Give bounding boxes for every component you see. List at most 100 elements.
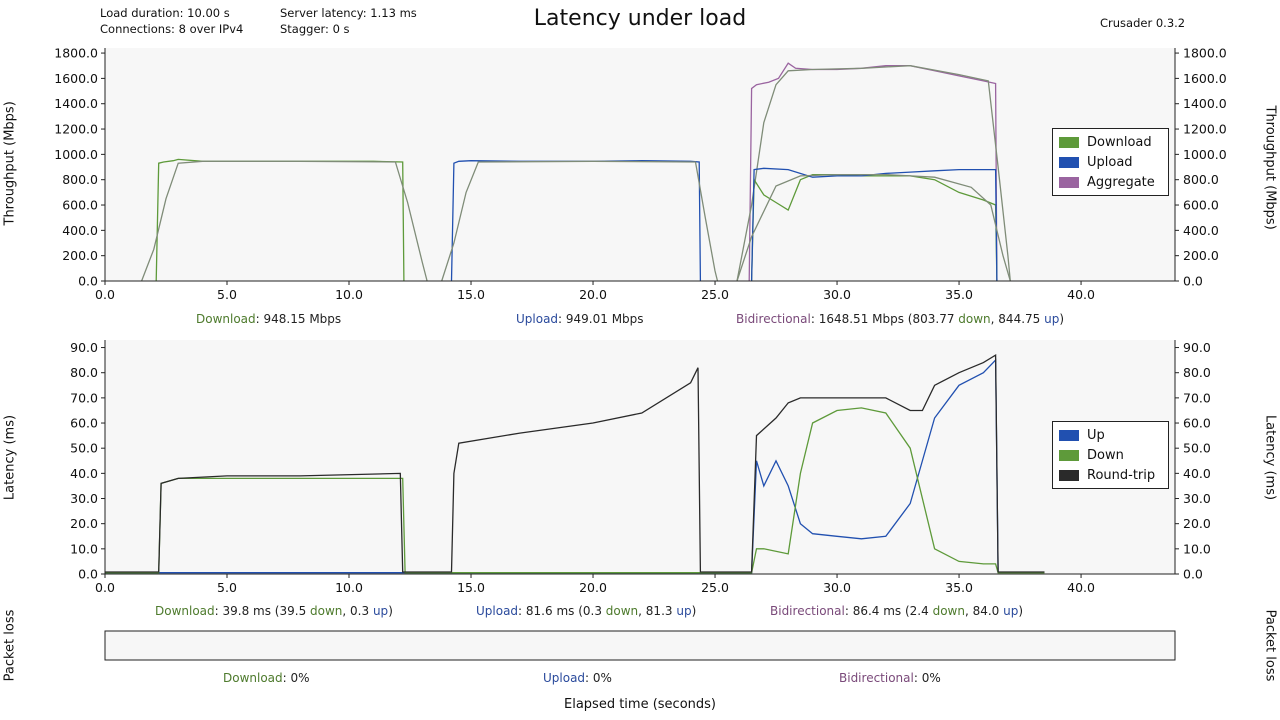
loss-upload-summary: Upload: 0% bbox=[543, 671, 612, 685]
y-tick-label-right: 1600.0 bbox=[1183, 71, 1227, 86]
latency-ylabel-right: Latency (ms) bbox=[1262, 414, 1278, 501]
legend-label: Round-trip bbox=[1087, 467, 1156, 483]
x-tick-label: 25.0 bbox=[701, 287, 729, 302]
y-tick-label-right: 400.0 bbox=[1183, 223, 1219, 238]
legend-label: Upload bbox=[1087, 154, 1133, 170]
x-tick-label: 5.0 bbox=[217, 287, 237, 302]
y-tick-label-right: 1200.0 bbox=[1183, 122, 1227, 137]
y-tick-label-left: 0.0 bbox=[78, 274, 98, 289]
y-tick-label-left: 1000.0 bbox=[54, 147, 98, 162]
series-round-trip bbox=[105, 353, 1045, 573]
packet-loss-plot bbox=[104, 630, 1176, 661]
y-tick-label-left: 20.0 bbox=[70, 516, 98, 531]
y-tick-label-left: 70.0 bbox=[70, 390, 98, 405]
legend-download: Download bbox=[1059, 132, 1162, 152]
y-tick-label-left: 1800.0 bbox=[54, 46, 98, 61]
legend-up: Up bbox=[1059, 425, 1162, 445]
swatch-upload bbox=[1059, 156, 1079, 168]
x-tick-label: 15.0 bbox=[457, 580, 485, 595]
y-tick-label-right: 200.0 bbox=[1183, 248, 1219, 263]
x-tick-label: 10.0 bbox=[335, 287, 363, 302]
latency-legend: Up Down Round-trip bbox=[1052, 421, 1169, 489]
loss-download-summary: Download: 0% bbox=[223, 671, 310, 685]
legend-label: Down bbox=[1087, 447, 1124, 463]
x-tick-label: 40.0 bbox=[1067, 287, 1095, 302]
series-down-up-smoothed bbox=[736, 173, 1011, 282]
x-tick-label: 0.0 bbox=[95, 580, 115, 595]
y-tick-label-left: 0.0 bbox=[78, 567, 98, 582]
latency-ylabel-left: Latency (ms) bbox=[2, 414, 18, 501]
y-tick-label-right: 20.0 bbox=[1183, 516, 1211, 531]
y-tick-label-left: 200.0 bbox=[62, 248, 98, 263]
y-tick-label-left: 1600.0 bbox=[54, 71, 98, 86]
version: Crusader 0.3.2 bbox=[1100, 16, 1186, 30]
swatch-aggregate bbox=[1059, 176, 1079, 188]
x-tick-label: 40.0 bbox=[1067, 580, 1095, 595]
legend-aggregate: Aggregate bbox=[1059, 172, 1162, 192]
y-tick-label-right: 0.0 bbox=[1183, 567, 1203, 582]
y-tick-label-left: 10.0 bbox=[70, 541, 98, 556]
x-tick-label: 5.0 bbox=[217, 580, 237, 595]
y-tick-label-left: 1200.0 bbox=[54, 122, 98, 137]
loss-ylabel-left: Packet loss bbox=[2, 609, 18, 682]
x-tick-label: 10.0 bbox=[335, 580, 363, 595]
throughput-ylabel-left: Throughput (Mbps) bbox=[2, 101, 18, 226]
legend-upload: Upload bbox=[1059, 152, 1162, 172]
throughput-download-summary: Download: 948.15 Mbps bbox=[196, 312, 342, 326]
swatch-download bbox=[1059, 136, 1079, 148]
legend-roundtrip: Round-trip bbox=[1059, 465, 1162, 485]
y-tick-label-right: 70.0 bbox=[1183, 390, 1211, 405]
x-tick-label: 35.0 bbox=[945, 287, 973, 302]
legend-down: Down bbox=[1059, 445, 1162, 465]
connections: Connections: 8 over IPv4 bbox=[100, 22, 244, 36]
throughput-ylabel-right: Throughput (Mbps) bbox=[1262, 105, 1278, 230]
throughput-bidi-summary: Bidirectional: 1648.51 Mbps (803.77 down… bbox=[736, 312, 1065, 326]
y-tick-label-right: 40.0 bbox=[1183, 466, 1211, 481]
series-aggregate-smoothed bbox=[736, 65, 1011, 282]
series-download-smoothed bbox=[140, 160, 428, 282]
x-tick-label: 20.0 bbox=[579, 287, 607, 302]
y-tick-label-right: 80.0 bbox=[1183, 365, 1211, 380]
y-tick-label-left: 400.0 bbox=[62, 223, 98, 238]
swatch-roundtrip bbox=[1059, 469, 1079, 481]
x-tick-label: 30.0 bbox=[823, 287, 851, 302]
y-tick-label-left: 800.0 bbox=[62, 172, 98, 187]
latency-upload-summary: Upload: 81.6 ms (0.3 down, 81.3 up) bbox=[476, 604, 697, 618]
chart-title: Latency under load bbox=[533, 6, 747, 31]
stagger: Stagger: 0 s bbox=[280, 22, 350, 36]
x-tick-label: 35.0 bbox=[945, 580, 973, 595]
plot-area bbox=[105, 340, 1175, 574]
loss-bidi-summary: Bidirectional: 0% bbox=[839, 671, 941, 685]
legend-label: Aggregate bbox=[1087, 174, 1155, 190]
y-tick-label-right: 30.0 bbox=[1183, 491, 1211, 506]
loss-ylabel-right: Packet loss bbox=[1262, 609, 1278, 682]
legend-label: Up bbox=[1087, 427, 1105, 443]
x-tick-label: 15.0 bbox=[457, 287, 485, 302]
swatch-up bbox=[1059, 429, 1079, 441]
y-tick-label-right: 50.0 bbox=[1183, 441, 1211, 456]
y-tick-label-right: 1800.0 bbox=[1183, 46, 1227, 61]
y-tick-label-right: 600.0 bbox=[1183, 198, 1219, 213]
series-upload-smoothed bbox=[441, 160, 719, 282]
y-tick-label-left: 1400.0 bbox=[54, 96, 98, 111]
y-tick-label-right: 0.0 bbox=[1183, 274, 1203, 289]
x-tick-label: 20.0 bbox=[579, 580, 607, 595]
y-tick-label-right: 10.0 bbox=[1183, 541, 1211, 556]
throughput-upload-summary: Upload: 949.01 Mbps bbox=[516, 312, 644, 326]
y-tick-label-right: 90.0 bbox=[1183, 340, 1211, 355]
xlabel: Elapsed time (seconds) bbox=[564, 697, 716, 712]
latency-download-summary: Download: 39.8 ms (39.5 down, 0.3 up) bbox=[155, 604, 393, 618]
y-tick-label-right: 1000.0 bbox=[1183, 147, 1227, 162]
y-tick-label-left: 50.0 bbox=[70, 441, 98, 456]
swatch-down bbox=[1059, 449, 1079, 461]
y-tick-label-left: 90.0 bbox=[70, 340, 98, 355]
legend-label: Download bbox=[1087, 134, 1152, 150]
y-tick-label-left: 600.0 bbox=[62, 198, 98, 213]
throughput-legend: Download Upload Aggregate bbox=[1052, 128, 1169, 196]
plot-area bbox=[105, 48, 1175, 281]
x-tick-label: 0.0 bbox=[95, 287, 115, 302]
y-tick-label-left: 60.0 bbox=[70, 416, 98, 431]
x-tick-label: 30.0 bbox=[823, 580, 851, 595]
y-tick-label-left: 30.0 bbox=[70, 491, 98, 506]
